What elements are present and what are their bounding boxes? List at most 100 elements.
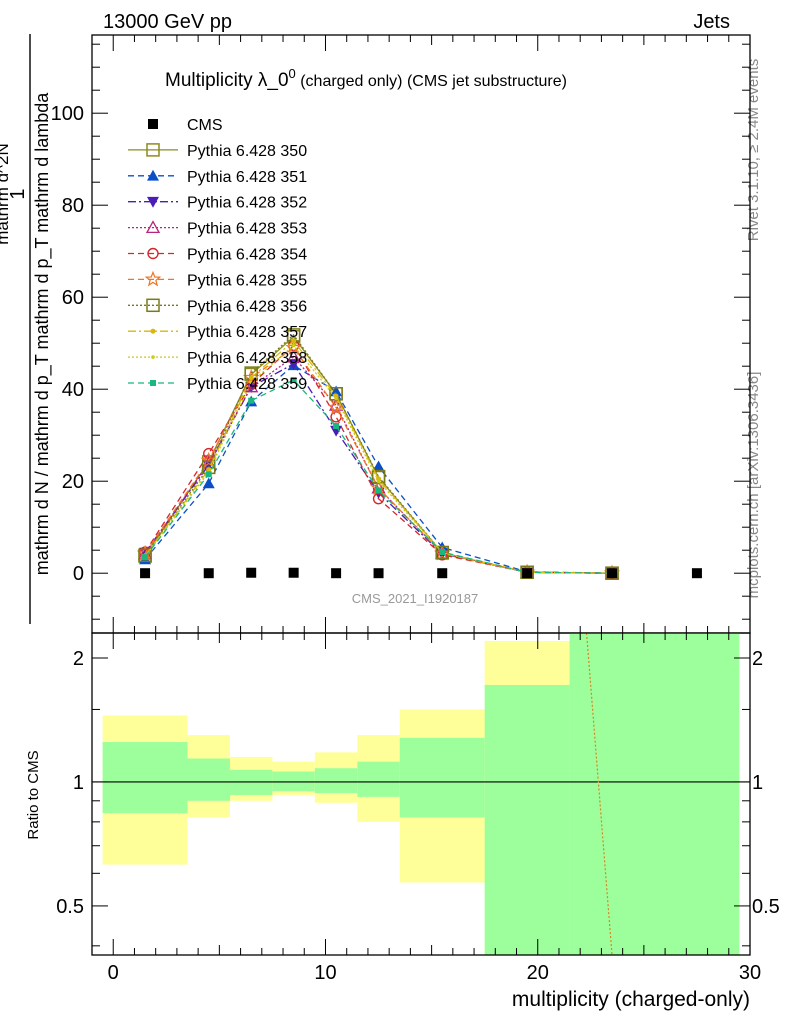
data-point-p356 [138, 548, 152, 563]
rivet-version-label: Rivet 3.1.10, ≥ 2.4M events [745, 59, 762, 242]
main-plot-panel: CMS Pythia 6.428 350 Pythia 6.428 351 Pythi… [0, 34, 751, 634]
marker-shape [151, 355, 155, 359]
marker-shape [291, 338, 297, 344]
ratio-xtick-label: 0 [108, 962, 119, 984]
ratio-ylabel: Ratio to CMS [25, 750, 42, 839]
ytick-label: 60 [62, 287, 84, 309]
legend-marker-p352 [147, 196, 159, 208]
data-point-cms [607, 568, 618, 579]
legend-label-cms: CMS [187, 117, 223, 134]
marker-shape [146, 298, 160, 313]
ratio-xtick-label: 10 [314, 962, 336, 984]
legend-label-p352: Pythia 6.428 352 [187, 195, 307, 212]
data-point-cms [203, 568, 214, 579]
marker-shape [522, 568, 533, 579]
data-point-p359 [248, 397, 255, 404]
ratio-band-inner [187, 758, 230, 801]
legend-label-p358: Pythia 6.428 358 [187, 350, 307, 367]
ratio-band-inner [569, 633, 740, 955]
legend-marker-p355 [144, 270, 162, 287]
series-p350 [138, 330, 619, 580]
marker-shape [146, 143, 160, 157]
data-point-p359 [205, 471, 212, 478]
marker-shape [372, 460, 385, 472]
legend-entry-p356: Pythia 6.428 356 [128, 298, 307, 315]
data-point-p353 [244, 379, 259, 393]
marker-shape [607, 568, 618, 579]
chart-title: Multiplicity λ_00 (charged only) (CMS je… [165, 66, 567, 91]
data-point-p358 [291, 343, 296, 348]
legend-label-p353: Pythia 6.428 353 [187, 221, 307, 238]
data-point-cms [140, 568, 151, 579]
main-ylabel: 1 mathrm d N / mathrm d p_T mathrm d p_T… [0, 34, 53, 624]
ratio-mc-line [585, 632, 613, 956]
ytick-label: 20 [62, 471, 84, 493]
ratio-plot-marks [92, 632, 750, 956]
marker-shape [439, 549, 446, 556]
ratio-band-inner [102, 742, 188, 814]
legend-entry-p357: Pythia 6.428 357 [128, 324, 307, 341]
ratio-ytick-label-right: 0.5 [752, 896, 780, 918]
data-point-cms [331, 568, 342, 579]
marker-shape [140, 568, 151, 579]
legend: CMS Pythia 6.428 350 Pythia 6.428 351 Pythi… [128, 117, 307, 393]
marker-shape [375, 487, 382, 494]
ratio-ytick-label: 0.5 [56, 896, 84, 918]
marker-shape [248, 375, 254, 381]
series-cms [140, 567, 702, 579]
marker-shape [290, 377, 297, 383]
ylabel-denominator: mathrm d N / mathrm d p_T mathrm d p_T m… [32, 92, 53, 575]
marker-shape [333, 423, 340, 429]
data-point-p351 [330, 385, 343, 397]
marker-shape [150, 380, 156, 386]
marker-shape [249, 380, 253, 385]
legend-marker-p353 [145, 220, 161, 234]
main-plot-axes: 0 20 40 60 80 100 [51, 35, 751, 633]
ratio-ytick-label: 1 [73, 772, 84, 794]
marker-shape [147, 247, 159, 260]
marker-shape [144, 270, 162, 287]
data-point-p359 [375, 487, 382, 494]
legend-marker-cms [148, 119, 158, 129]
legend-label-p351: Pythia 6.428 351 [187, 169, 307, 186]
legend-marker-p351 [147, 169, 159, 181]
ytick-label: 0 [73, 563, 84, 585]
ratio-xlabel: multiplicity (charged-only) [512, 988, 750, 1011]
legend-entry-cms: CMS [148, 117, 223, 134]
marker-shape [142, 554, 149, 561]
series-line-p351 [144, 364, 613, 574]
ytick-label: 80 [62, 195, 84, 217]
data-point-p359 [333, 423, 340, 429]
ratio-xtick-label: 20 [527, 962, 549, 984]
marker-shape [331, 568, 342, 579]
marker-shape [150, 328, 156, 334]
chart-title-sup: 0 [289, 66, 296, 81]
data-point-p359 [290, 377, 297, 383]
marker-shape [437, 568, 448, 579]
legend-marker-p350 [146, 143, 160, 157]
data-point-p355 [433, 544, 451, 561]
legend-label-p359: Pythia 6.428 359 [187, 376, 307, 393]
marker-shape [433, 544, 451, 561]
header-energy: 13000 GeV pp [103, 11, 232, 33]
data-point-p357 [291, 338, 297, 344]
data-point-cms [373, 568, 384, 579]
ratio-band-inner [314, 768, 358, 794]
marker-shape [203, 447, 215, 460]
ytick-label: 100 [51, 103, 84, 125]
legend-entry-p358: Pythia 6.428 358 [128, 350, 307, 367]
marker-shape [327, 398, 345, 415]
marker-shape [286, 349, 301, 363]
ylabel-inner-fraction: mathrm d^2N [0, 143, 12, 245]
legend-marker-p358 [151, 355, 155, 359]
marker-shape [138, 548, 152, 563]
legend-marker-p356 [146, 298, 160, 313]
data-point-p351 [372, 460, 385, 472]
ylabel-numerator-one: 1 [7, 188, 29, 199]
chart-title-suffix: (charged only) (CMS jet substructure) [296, 73, 567, 90]
legend-label-p356: Pythia 6.428 356 [187, 298, 307, 315]
marker-shape [372, 492, 385, 505]
main-plot-marks [136, 328, 702, 581]
legend-label-p355: Pythia 6.428 355 [187, 272, 307, 289]
